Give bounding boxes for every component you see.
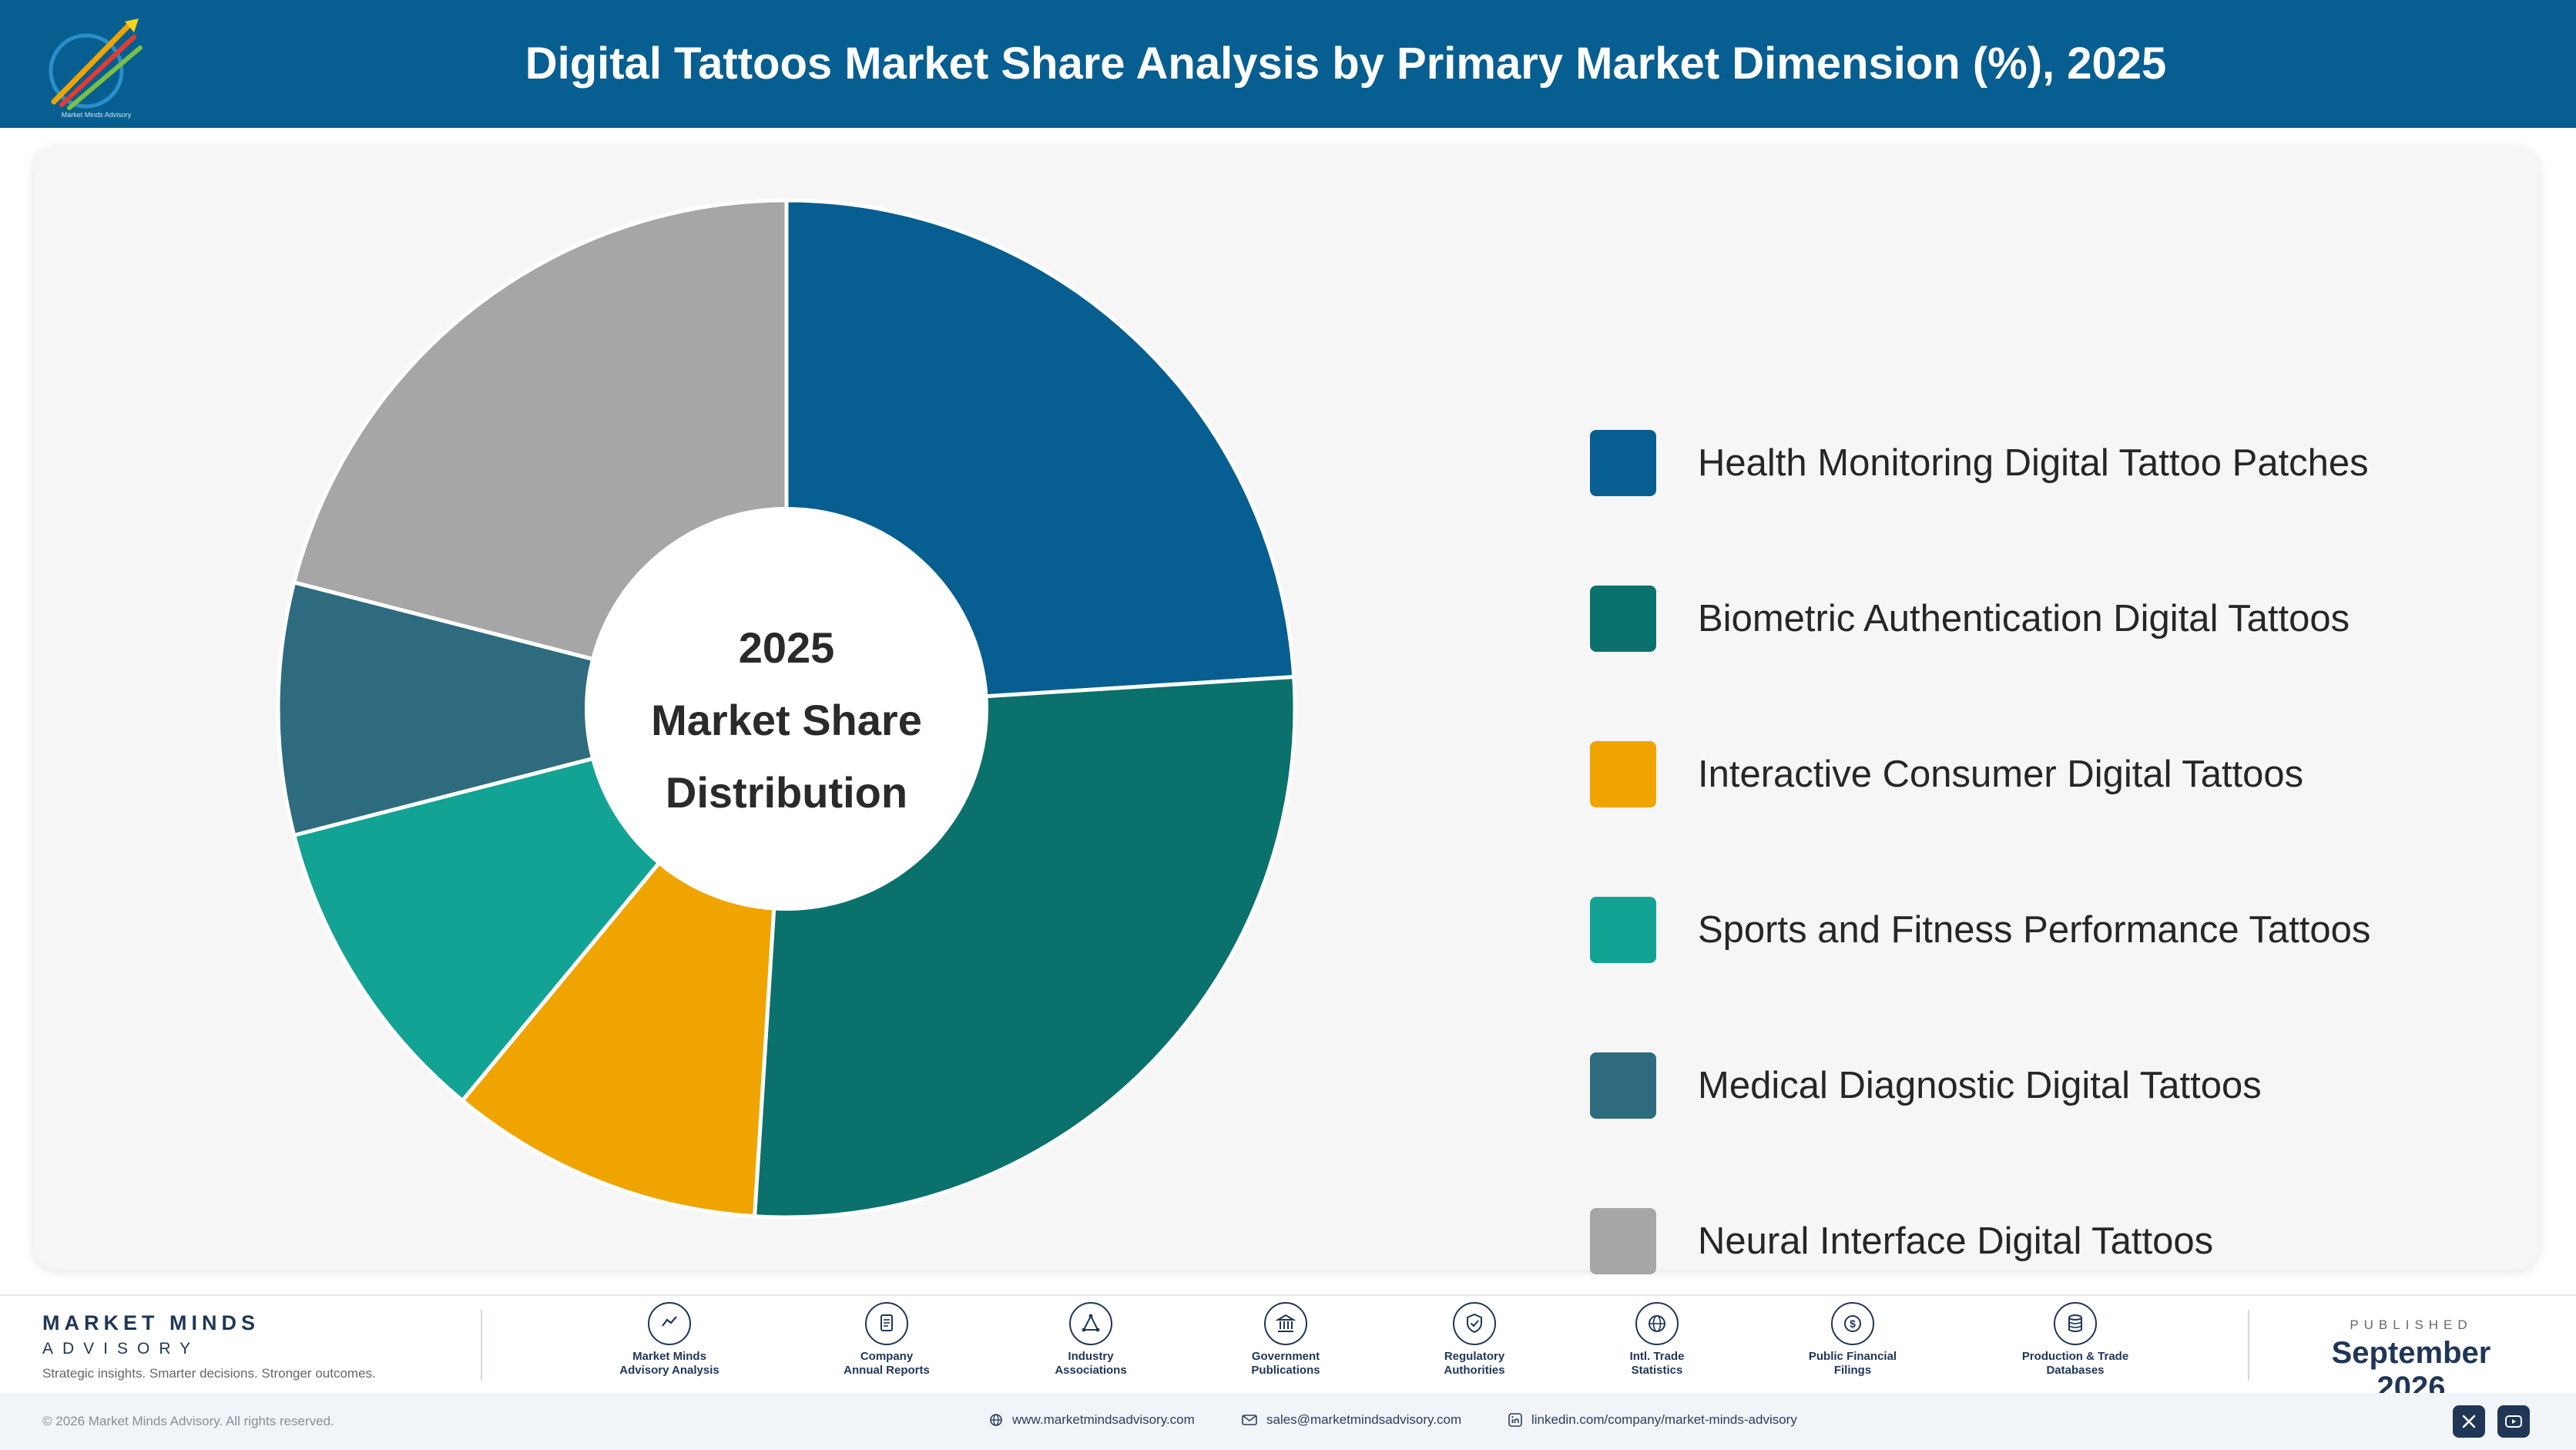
chart-line-icon — [648, 1302, 691, 1345]
government-building-icon — [1264, 1302, 1307, 1345]
legend-item: Interactive Consumer Digital Tattoos — [1590, 741, 2476, 897]
linkedin-text: linkedin.com/company/market-minds-adviso… — [1531, 1412, 1797, 1427]
source-item: Industry Associations — [998, 1302, 1183, 1378]
database-icon — [2054, 1302, 2097, 1345]
legend-item: Health Monitoring Digital Tattoo Patches — [1590, 430, 2476, 586]
source-label: Public Financial Filings — [1808, 1350, 1897, 1377]
email-text: sales@marketmindsadvisory.com — [1266, 1412, 1462, 1427]
x-social-button[interactable] — [2453, 1405, 2485, 1438]
legend-swatch — [1590, 897, 1656, 963]
source-item: Production & Trade Databases — [1983, 1302, 2168, 1378]
source-item: Company Annual Reports — [794, 1302, 979, 1378]
legend-label: Interactive Consumer Digital Tattoos — [1698, 754, 2304, 795]
globe-icon — [1635, 1302, 1679, 1345]
legend-label: Biometric Authentication Digital Tattoos — [1698, 598, 2350, 639]
globe-icon — [990, 1414, 1002, 1426]
source-item: Market Minds Advisory Analysis — [577, 1302, 762, 1378]
center-label-year: 2025 — [739, 623, 835, 672]
source-label: Market Minds Advisory Analysis — [619, 1350, 719, 1377]
legend-swatch — [1590, 741, 1656, 807]
source-item: $ Public Financial Filings — [1760, 1302, 1945, 1378]
legend-item: Medical Diagnostic Digital Tattoos — [1590, 1052, 2476, 1208]
legend-label: Health Monitoring Digital Tattoo Patches — [1698, 442, 2369, 484]
page-title: Digital Tattoos Market Share Analysis by… — [525, 39, 2167, 89]
coin-icon: $ — [1831, 1302, 1874, 1345]
source-label: Industry Associations — [1055, 1350, 1127, 1377]
footer-divider — [2248, 1310, 2249, 1381]
copyright-text: © 2026 Market Minds Advisory. All rights… — [42, 1414, 334, 1428]
email-link[interactable]: sales@marketmindsadvisory.com — [1242, 1412, 1461, 1428]
center-label-line3: Distribution — [666, 768, 907, 817]
source-item: Regulatory Authorities — [1382, 1302, 1567, 1378]
brand-name: MARKET MINDS — [42, 1311, 260, 1334]
svg-text:$: $ — [1850, 1317, 1856, 1330]
footer-brand: MARKET MINDS ADVISORY Strategic insights… — [42, 1311, 376, 1381]
pie-slice-5 — [276, 579, 787, 838]
legend-label: Medical Diagnostic Digital Tattoos — [1698, 1065, 2262, 1106]
published-block: PUBLISHED September 2026 — [2296, 1317, 2527, 1405]
footer-divider — [481, 1310, 482, 1381]
network-icon — [1069, 1302, 1112, 1345]
website-link[interactable]: www.marketmindsadvisory.com — [989, 1412, 1195, 1428]
source-label: Company Annual Reports — [844, 1350, 930, 1377]
chart-card: 2025 Market Share Distribution Health Mo… — [34, 146, 2539, 1274]
youtube-icon — [2505, 1415, 2522, 1428]
company-logo: Market Minds Advisory — [49, 18, 143, 119]
legend-swatch — [1590, 1052, 1656, 1119]
x-icon — [2462, 1415, 2476, 1428]
legend-label: Neural Interface Digital Tattoos — [1698, 1220, 2214, 1262]
website-text: www.marketmindsadvisory.com — [1012, 1412, 1195, 1427]
source-list: Market Minds Advisory Analysis Company An… — [0, 1302, 2576, 1387]
source-label: Government Publications — [1251, 1350, 1320, 1377]
svg-text:Market Minds Advisory: Market Minds Advisory — [62, 111, 132, 119]
header-bar: Market Minds Advisory Digital Tattoos Ma… — [0, 0, 2576, 128]
source-item: Intl. Trade Statistics — [1565, 1302, 1749, 1378]
footer: MARKET MINDS ADVISORY Strategic insights… — [0, 1294, 2576, 1450]
brand-tagline: Strategic insights. Smarter decisions. S… — [42, 1366, 376, 1381]
legend-item: Sports and Fitness Performance Tattoos — [1590, 897, 2476, 1052]
source-label: Production & Trade Databases — [2021, 1350, 2129, 1377]
legend-swatch — [1590, 586, 1656, 652]
source-label: Intl. Trade Statistics — [1629, 1350, 1685, 1377]
mail-icon — [1242, 1415, 1257, 1425]
source-item: Government Publications — [1193, 1302, 1378, 1378]
linkedin-icon — [1508, 1413, 1522, 1427]
legend-item: Neural Interface Digital Tattoos — [1590, 1208, 2476, 1364]
legend-swatch — [1590, 1208, 1656, 1274]
chart-legend: Health Monitoring Digital Tattoo Patches… — [1590, 430, 2476, 1364]
published-label: PUBLISHED — [2350, 1317, 2473, 1332]
legend-item: Biometric Authentication Digital Tattoos — [1590, 586, 2476, 741]
brand-subtitle: ADVISORY — [42, 1340, 200, 1358]
legend-swatch — [1590, 430, 1656, 496]
center-label-line2: Market Share — [651, 696, 922, 744]
shield-check-icon — [1453, 1302, 1496, 1345]
linkedin-link[interactable]: linkedin.com/company/market-minds-adviso… — [1508, 1412, 1797, 1428]
footer-bottom-bar: © 2026 Market Minds Advisory. All rights… — [0, 1393, 2576, 1450]
legend-label: Sports and Fitness Performance Tattoos — [1698, 909, 2371, 951]
youtube-social-button[interactable] — [2497, 1405, 2530, 1438]
donut-hole — [585, 507, 988, 911]
document-icon — [865, 1302, 908, 1345]
source-label: Regulatory Authorities — [1444, 1350, 1505, 1377]
donut-chart: 2025 Market Share Distribution — [276, 198, 1297, 1220]
